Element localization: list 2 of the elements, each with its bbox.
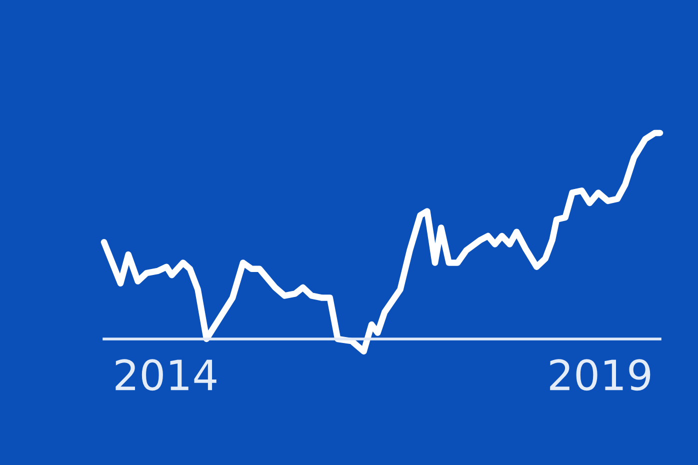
- x-tick-label: 2019: [550, 359, 650, 391]
- x-tick-label: 2014: [116, 359, 216, 391]
